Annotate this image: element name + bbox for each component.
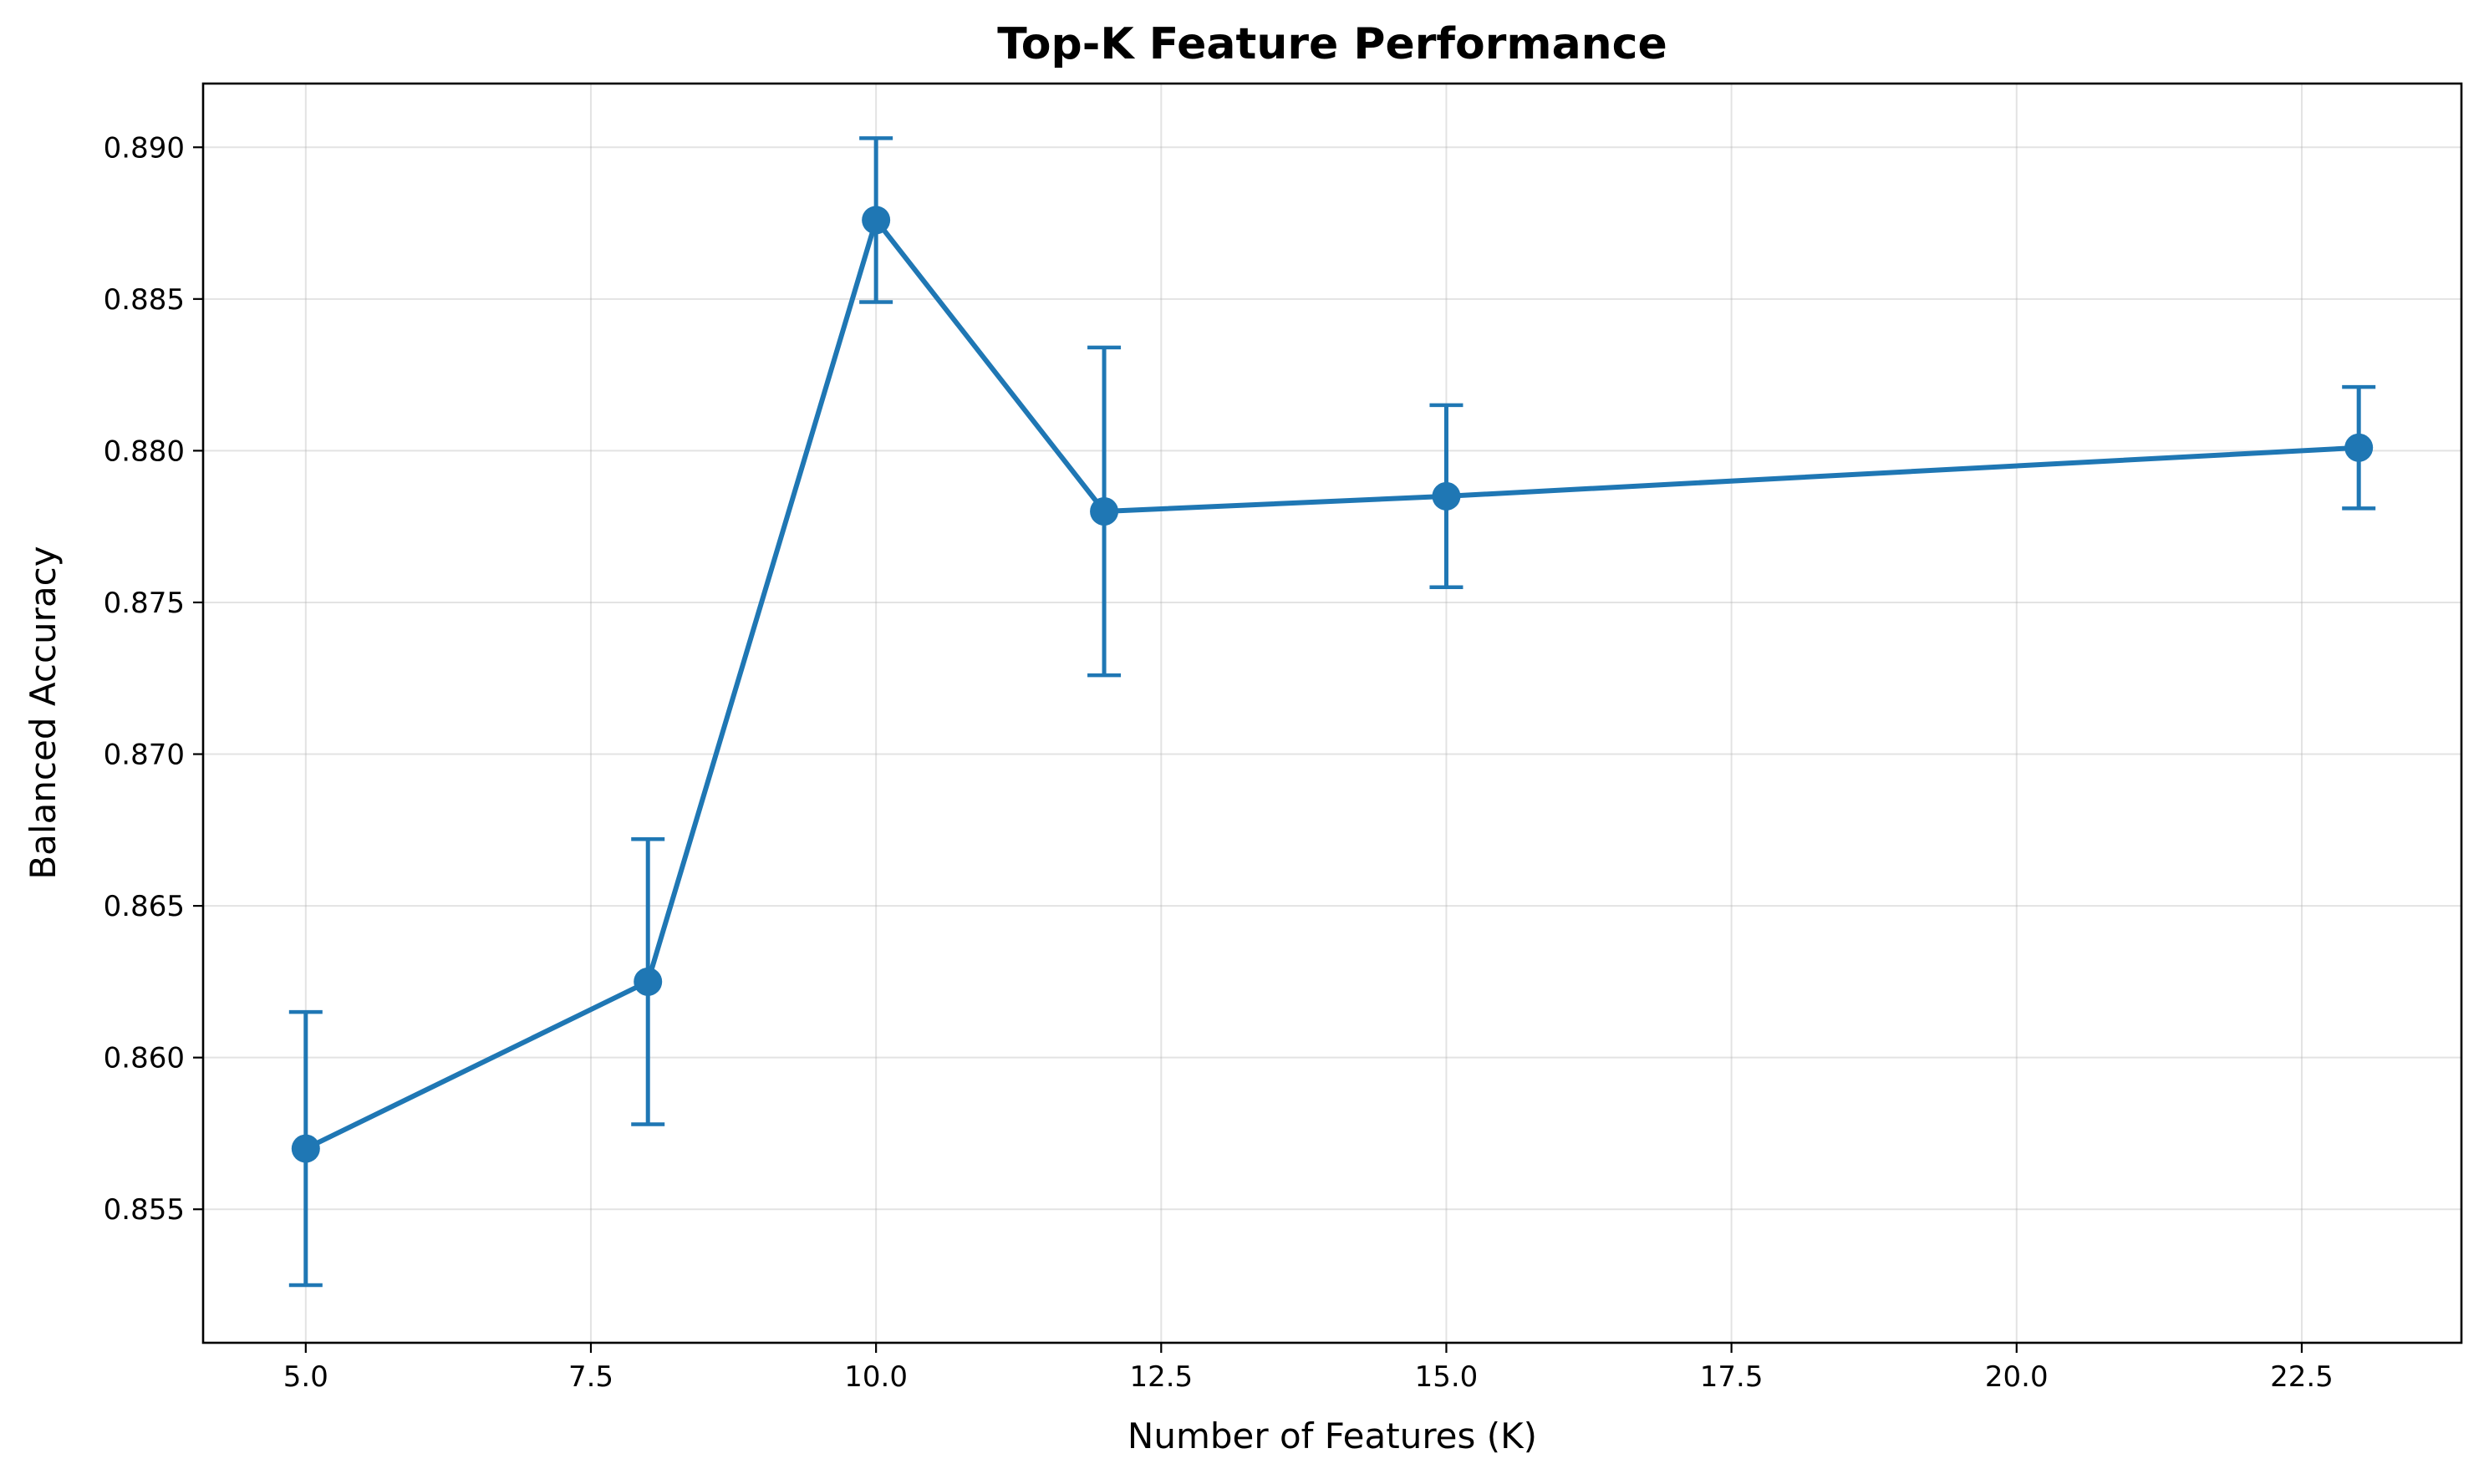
data-point xyxy=(1090,497,1119,526)
y-tick-label: 0.885 xyxy=(104,283,185,317)
y-tick-label: 0.865 xyxy=(104,890,185,923)
x-tick-label: 22.5 xyxy=(2270,1360,2334,1394)
data-point xyxy=(291,1134,320,1163)
y-tick-label: 0.890 xyxy=(104,131,185,165)
x-tick-label: 7.5 xyxy=(568,1360,613,1394)
data-point xyxy=(862,206,891,235)
data-point xyxy=(634,967,663,996)
chart-title: Top-K Feature Performance xyxy=(997,19,1667,69)
data-layer xyxy=(288,136,2376,1288)
y-tick-label: 0.870 xyxy=(104,739,185,772)
x-tick-label: 12.5 xyxy=(1129,1360,1193,1394)
data-point xyxy=(1432,481,1461,511)
x-tick-label: 20.0 xyxy=(1985,1360,2049,1394)
y-tick-label: 0.875 xyxy=(104,587,185,620)
grid xyxy=(203,84,2461,1343)
x-tick-label: 5.0 xyxy=(283,1360,328,1394)
x-tick-label: 15.0 xyxy=(1415,1360,1479,1394)
x-tick-label: 10.0 xyxy=(844,1360,908,1394)
ticks: 5.0 7.5 10.0 12.5 15.0 17.5 20.0 22.5 0.855 0.860… xyxy=(104,131,2334,1394)
y-tick-label: 0.855 xyxy=(104,1193,185,1227)
y-tick-label: 0.860 xyxy=(104,1042,185,1075)
x-axis-label: Number of Features (K) xyxy=(1127,1415,1537,1456)
data-point xyxy=(2344,433,2374,462)
y-tick-label: 0.880 xyxy=(104,435,185,468)
x-tick-label: 17.5 xyxy=(1700,1360,1764,1394)
plot-frame xyxy=(201,82,2463,1344)
y-axis-label: Balanced Accuracy xyxy=(23,546,64,879)
series-line xyxy=(304,217,2359,1151)
